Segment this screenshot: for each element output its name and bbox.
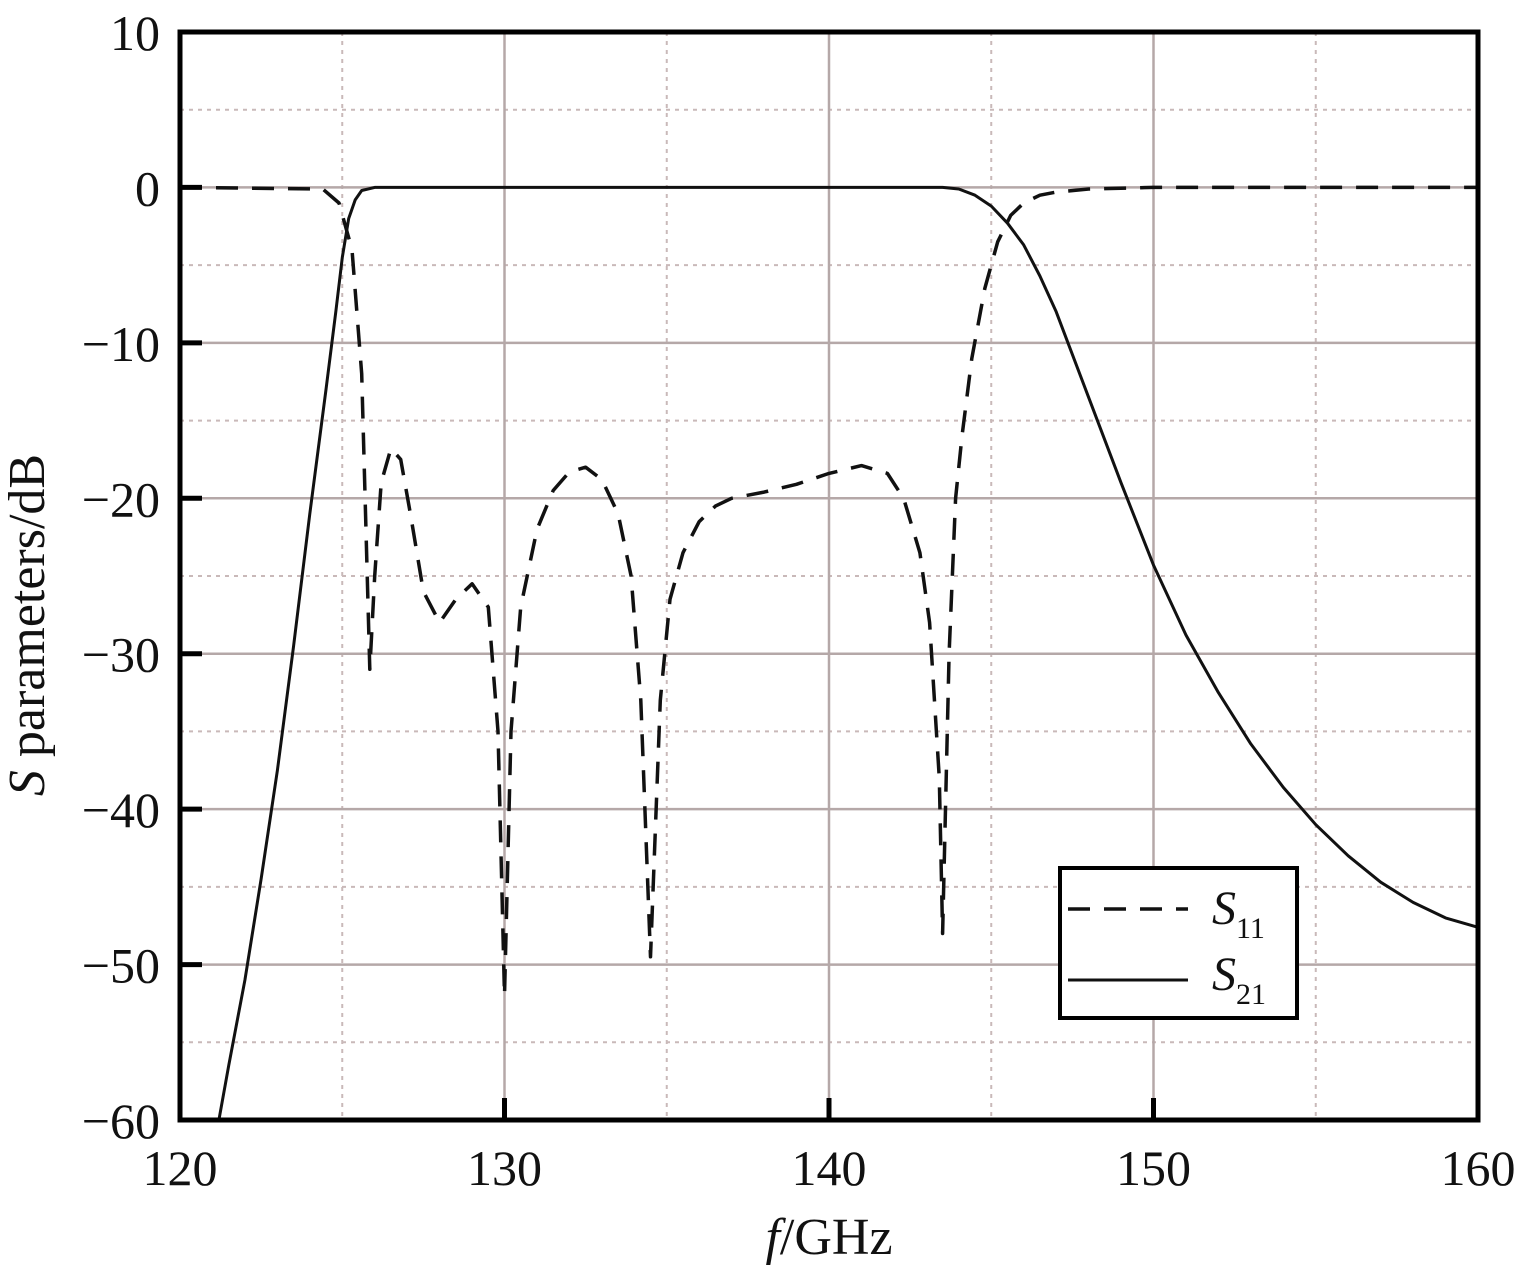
series-layer	[179, 185, 1479, 1121]
x-tick-label: 150	[1116, 1140, 1191, 1196]
tick-labels: 120 130 140 150 160 10 0 −10 −20 −30 −40 −50 −60	[82, 5, 1516, 1196]
y-tick-label: −20	[82, 471, 160, 527]
ticks	[177, 29, 1481, 1123]
y-tick-label: 0	[135, 160, 160, 216]
legend: S11 S21	[1058, 866, 1299, 1020]
y-tick-label: −40	[82, 782, 160, 838]
x-tick-label: 140	[792, 1140, 867, 1196]
legend-s21-label: S21	[1212, 948, 1266, 1011]
series-s21-line	[217, 185, 1479, 1121]
y-tick-label: 10	[110, 5, 160, 61]
y-tick-label: −50	[82, 938, 160, 994]
y-tick-label: −30	[82, 627, 160, 683]
legend-box	[1058, 866, 1299, 1020]
series-s11-line	[179, 185, 1478, 998]
x-tick-label: 130	[467, 1140, 542, 1196]
y-tick-label: −60	[82, 1093, 160, 1149]
legend-s11-label: S11	[1212, 882, 1265, 945]
y-tick-label: −10	[82, 316, 160, 372]
x-axis-title: f/GHz	[765, 1209, 892, 1266]
y-axis-title: S parameters/dB	[0, 454, 56, 796]
x-tick-label: 120	[143, 1140, 218, 1196]
x-tick-label: 160	[1441, 1140, 1516, 1196]
